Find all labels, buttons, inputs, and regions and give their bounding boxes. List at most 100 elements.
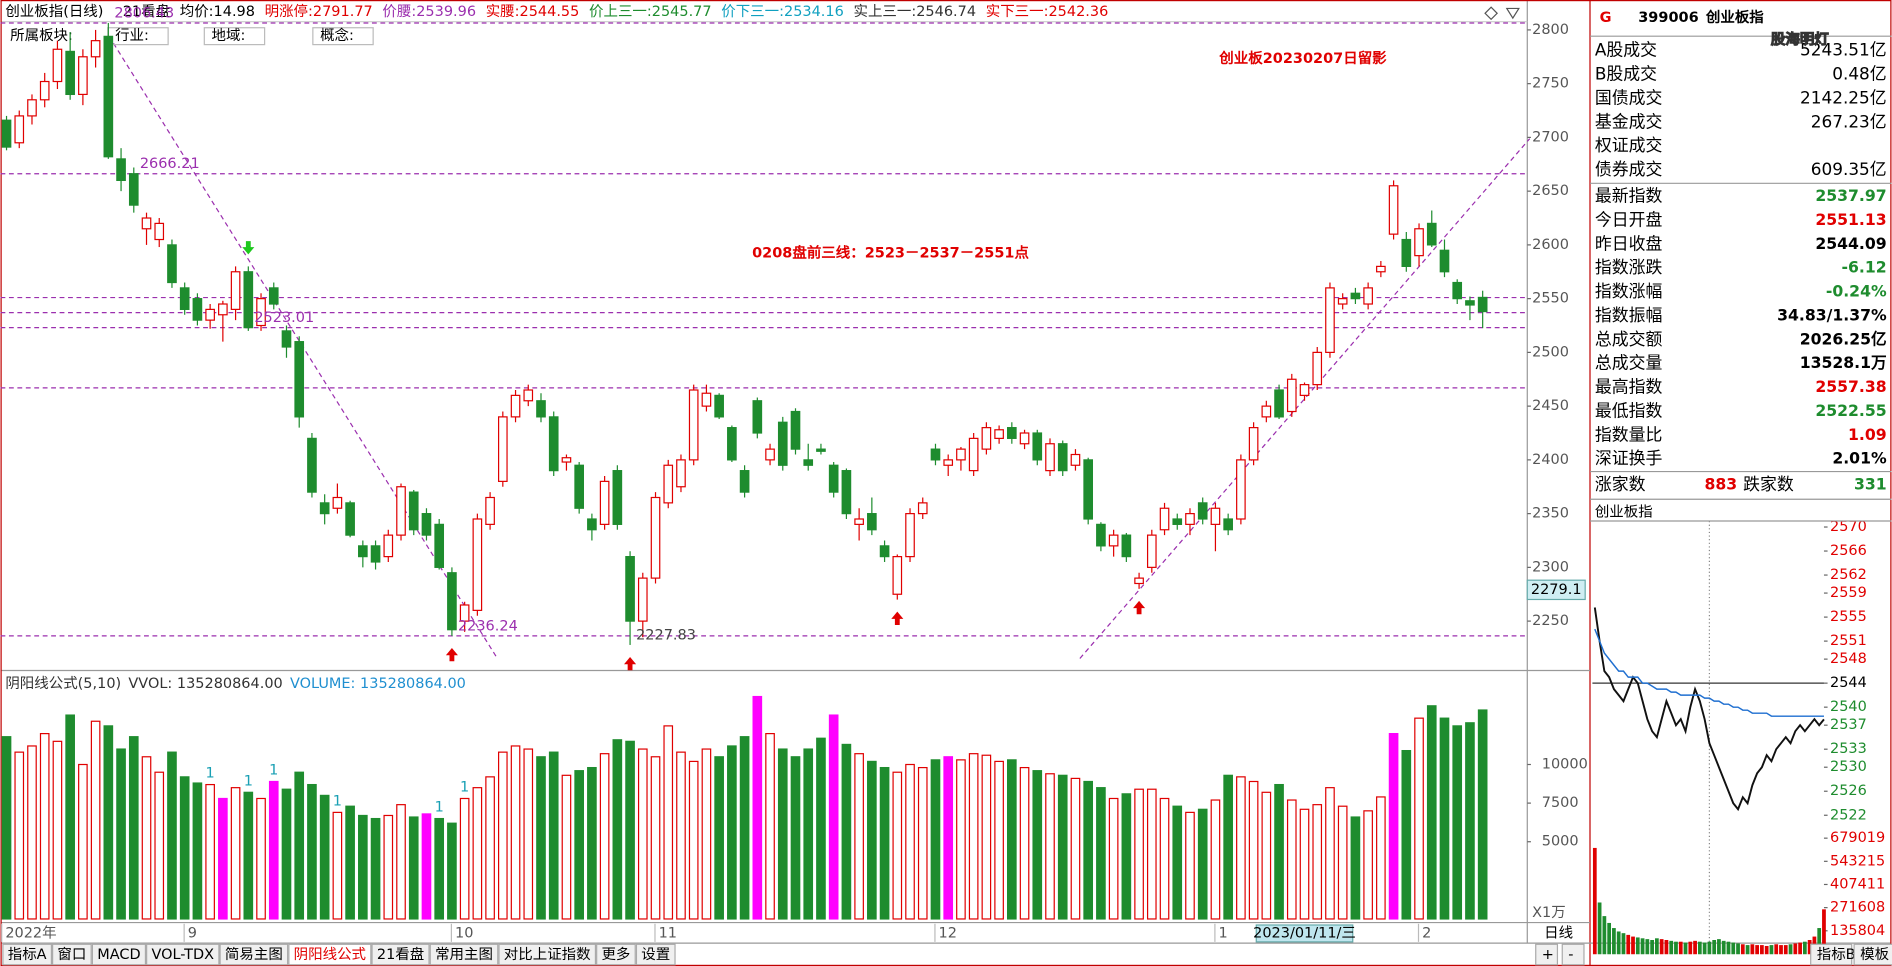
tab-label[interactable]: 21看盘 bbox=[377, 945, 424, 963]
tab-label[interactable]: MACD bbox=[97, 947, 140, 963]
tab[interactable] bbox=[429, 943, 499, 966]
tab-label[interactable]: 简易主图 bbox=[225, 946, 283, 963]
quote-value: 1.09 bbox=[1848, 425, 1887, 444]
price-mark: 2666.21 bbox=[140, 156, 200, 172]
volume-bar bbox=[905, 763, 915, 920]
signal-label: 1 bbox=[435, 800, 444, 816]
quote-value: 2557.38 bbox=[1815, 377, 1886, 396]
tab-label[interactable]: 阴阳线公式 bbox=[294, 946, 366, 963]
candle-body bbox=[1414, 228, 1424, 257]
tab[interactable] bbox=[371, 943, 430, 966]
tab-label[interactable]: 指标A bbox=[8, 946, 47, 963]
candle-body bbox=[421, 513, 432, 536]
candle-body bbox=[917, 502, 928, 515]
tab[interactable] bbox=[2, 943, 53, 966]
quote-value: 2544.09 bbox=[1815, 234, 1886, 253]
candle-body bbox=[434, 523, 445, 568]
tab[interactable] bbox=[1853, 943, 1892, 966]
signal-up bbox=[624, 657, 637, 671]
candle-body bbox=[536, 400, 546, 418]
candle-body bbox=[307, 437, 317, 493]
quote-label: 基金成交 bbox=[1595, 111, 1663, 131]
tab[interactable] bbox=[635, 943, 676, 966]
tab-label[interactable]: 模板 bbox=[1860, 945, 1889, 963]
sector-box[interactable] bbox=[312, 27, 374, 46]
candle-body bbox=[1, 119, 12, 148]
tab[interactable] bbox=[498, 943, 597, 966]
volume-bar bbox=[1146, 788, 1157, 920]
volume-bar bbox=[408, 816, 419, 920]
candle-body bbox=[561, 457, 572, 463]
volume-bar bbox=[510, 745, 521, 920]
candle-body bbox=[472, 518, 483, 611]
volume-bar bbox=[1172, 805, 1183, 920]
candle-body bbox=[179, 287, 190, 310]
quote-label: B股成交 bbox=[1595, 64, 1657, 84]
candle-body bbox=[358, 545, 368, 558]
tab-label[interactable]: - bbox=[1568, 947, 1573, 963]
tab-label[interactable]: VOL-TDX bbox=[151, 947, 214, 963]
volume-bar bbox=[1798, 942, 1802, 955]
y-tick-label: 2537 bbox=[1830, 717, 1867, 733]
price-mark: 2236.24 bbox=[458, 618, 518, 634]
candle-body bbox=[1146, 534, 1157, 568]
tab-label[interactable]: 常用主图 bbox=[435, 946, 493, 963]
candle-body bbox=[128, 173, 139, 206]
trend-line bbox=[1079, 138, 1531, 659]
tab-label[interactable]: 窗口 bbox=[57, 945, 86, 963]
volume-bar bbox=[1674, 941, 1678, 955]
tab[interactable] bbox=[596, 943, 636, 966]
icon-diamond[interactable] bbox=[1484, 6, 1498, 21]
tab[interactable] bbox=[91, 943, 147, 966]
candle-body bbox=[167, 244, 177, 284]
volume-bar bbox=[1702, 942, 1707, 955]
volume-bar bbox=[1774, 944, 1779, 955]
volume-bar bbox=[956, 759, 966, 920]
tab-label[interactable]: 指标B bbox=[1817, 946, 1856, 963]
tab[interactable] bbox=[288, 943, 372, 966]
candle-body bbox=[345, 502, 355, 536]
candle-body bbox=[1477, 296, 1488, 313]
y-tick-label: 2750 bbox=[1532, 76, 1569, 92]
tab-label[interactable]: 更多 bbox=[601, 946, 630, 963]
volume-bar bbox=[1121, 793, 1132, 920]
y-tick-label: 2500 bbox=[1532, 344, 1569, 360]
header-tab[interactable]: 21看盘 bbox=[123, 2, 170, 20]
breadth-value: 331 bbox=[1854, 474, 1887, 493]
volume-bar bbox=[1755, 945, 1759, 955]
volume-bar bbox=[14, 751, 25, 920]
tab-label[interactable]: 对比上证指数 bbox=[504, 946, 591, 963]
icon-triangle[interactable] bbox=[1505, 7, 1520, 20]
candle-body bbox=[14, 115, 25, 144]
volume-bar bbox=[1248, 780, 1259, 920]
tab-label[interactable]: 设置 bbox=[641, 946, 670, 963]
quote-value: 13528.1万 bbox=[1800, 353, 1887, 372]
candle-body bbox=[218, 303, 228, 316]
sector-item[interactable]: 行业: bbox=[115, 27, 149, 44]
quote-label: 昨日收盘 bbox=[1595, 233, 1663, 253]
volume-bar bbox=[1769, 945, 1774, 955]
tab[interactable] bbox=[52, 943, 92, 966]
sector-item[interactable]: 概念: bbox=[320, 26, 354, 44]
volume-bar bbox=[459, 797, 470, 920]
tab-label[interactable]: + bbox=[1542, 947, 1554, 963]
tab[interactable] bbox=[1810, 943, 1853, 966]
sector-box[interactable] bbox=[203, 27, 266, 46]
volume-bar bbox=[1788, 944, 1793, 955]
x-tick-label: 1 bbox=[1219, 925, 1228, 941]
y-tick-label: 2450 bbox=[1532, 398, 1569, 414]
volume-bar bbox=[497, 751, 508, 920]
tab[interactable] bbox=[1561, 943, 1585, 966]
header-value: 2545.77 bbox=[652, 4, 712, 20]
quote-value: 2551.13 bbox=[1815, 210, 1886, 229]
volume-bar bbox=[1019, 766, 1030, 920]
quote-value: 34.83/1.37% bbox=[1777, 305, 1887, 324]
tab[interactable] bbox=[1535, 943, 1559, 966]
candle-body bbox=[1286, 378, 1297, 413]
tab[interactable] bbox=[146, 943, 220, 966]
tab[interactable] bbox=[219, 943, 289, 966]
volume-bar bbox=[1465, 722, 1475, 920]
sector-item[interactable]: 地域: bbox=[212, 27, 246, 44]
candle-body bbox=[370, 545, 381, 563]
candle-body bbox=[281, 330, 292, 348]
